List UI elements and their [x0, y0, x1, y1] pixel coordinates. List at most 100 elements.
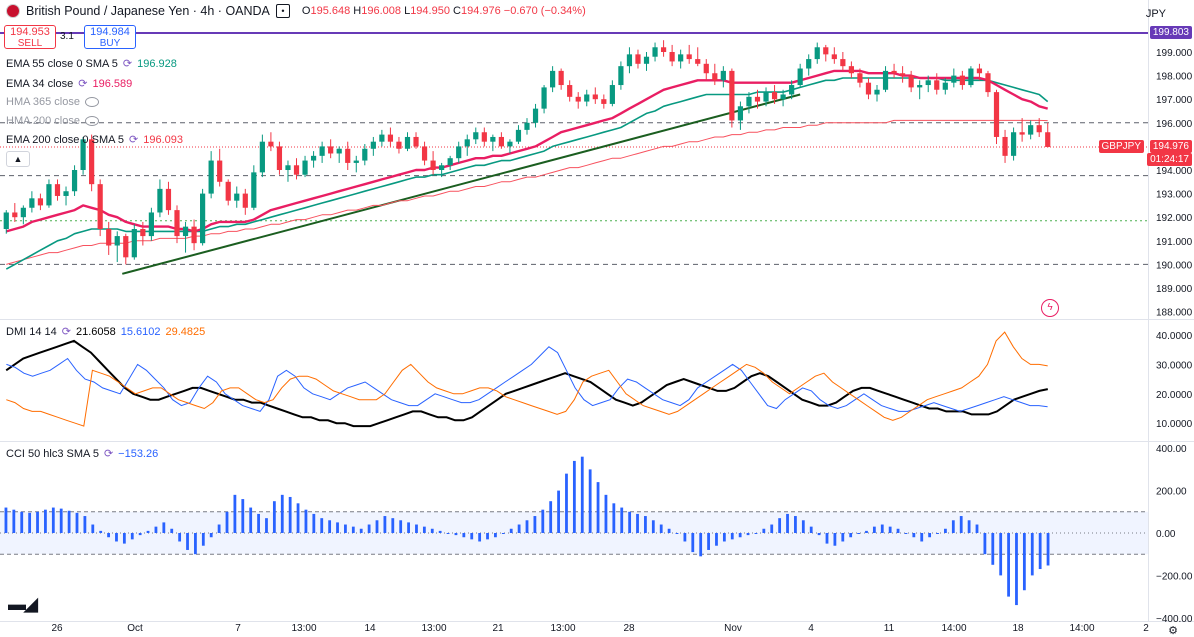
cci-bar: [620, 507, 624, 533]
cci-bar: [462, 533, 466, 538]
cci-bar: [644, 516, 647, 533]
legend-cci[interactable]: CCI 50 hlc3 SMA 5 ⟳ −153.26: [6, 447, 159, 461]
candle-body: [609, 85, 615, 104]
candle-body: [541, 87, 547, 109]
time-tick-label: 13:00: [421, 623, 446, 634]
candle-body: [567, 85, 573, 97]
legend-hma200[interactable]: HMA 200 close: [6, 115, 99, 127]
ema34-value: 196.589: [92, 77, 133, 90]
candle-body: [806, 59, 812, 69]
cci-bar: [1030, 533, 1034, 576]
cci-bar: [1022, 533, 1026, 591]
cci-bar: [241, 499, 245, 533]
cci-bar: [344, 524, 347, 533]
candle-body: [771, 92, 778, 100]
dmi-line: [5, 339, 1049, 428]
candle-body: [404, 136, 411, 149]
candle-body: [968, 68, 974, 86]
settings-icon[interactable]: ⟳: [78, 78, 88, 90]
ohlc-readout: O195.648 H196.008 L194.950 C194.976 −0.6…: [301, 5, 586, 17]
cci-bar: [359, 528, 363, 533]
cci-bar: [565, 473, 568, 533]
cci-tick-label: 200.00: [1156, 487, 1187, 498]
candle-body: [302, 160, 308, 175]
legend-ema34[interactable]: EMA 34 close ⟳ 196.589: [6, 77, 133, 91]
cci-bar: [138, 533, 142, 536]
cci-bar: [12, 509, 16, 533]
candle-body: [814, 47, 820, 60]
cci-bar: [667, 528, 671, 533]
candle-body: [686, 54, 692, 60]
candle-body: [498, 136, 504, 147]
candle-body: [515, 129, 522, 142]
candle-body: [763, 92, 769, 102]
settings-icon[interactable]: ⟳: [103, 448, 114, 460]
candle-body: [985, 73, 991, 93]
countdown-label: 01:24:17: [1147, 153, 1192, 166]
cci-tick-label: 0.00: [1156, 529, 1176, 540]
candle-body: [908, 75, 914, 88]
candle-body: [430, 160, 436, 170]
settings-icon[interactable]: ⟳: [122, 58, 133, 70]
cci-bar: [422, 526, 426, 533]
legend-ema200[interactable]: EMA 200 close 0 SMA 5 ⟳ 196.093: [6, 133, 183, 147]
eye-hidden-icon[interactable]: [84, 97, 99, 107]
candle-body: [148, 212, 154, 237]
currency-label[interactable]: JPY: [1145, 8, 1166, 20]
bell-icon[interactable]: •: [275, 4, 290, 18]
candle-body: [678, 54, 684, 62]
sell-button[interactable]: 194.953 SELL: [4, 25, 56, 49]
time-tick-label: 21: [492, 623, 504, 634]
cci-bar: [1046, 533, 1050, 566]
dmi-tick-label: 10.0000: [1156, 419, 1193, 430]
cci-bar: [786, 513, 789, 533]
candle-body: [140, 229, 146, 237]
cci-bar: [328, 520, 332, 533]
time-tick-label: 14:00: [941, 623, 966, 634]
cci-bar: [28, 512, 32, 533]
candle-body: [524, 122, 530, 130]
eye-hidden-icon[interactable]: [84, 116, 99, 126]
gear-icon[interactable]: ⚙: [1168, 625, 1178, 637]
candle-body: [3, 212, 9, 229]
cci-bar: [967, 520, 971, 533]
legend-ema55[interactable]: EMA 55 close 0 SMA 5 ⟳ 196.928: [6, 57, 177, 71]
symbol-title[interactable]: British Pound / Japanese Yen · 4h · OAND…: [26, 4, 270, 18]
cci-bar: [857, 533, 860, 534]
cci-bar: [549, 501, 553, 533]
cci-bar: [367, 524, 371, 533]
settings-icon[interactable]: ⟳: [61, 326, 71, 338]
cci-bar: [959, 516, 963, 533]
dmi-line: [6, 346, 1048, 412]
cci-bar: [178, 533, 182, 542]
symbol-header: British Pound / Japanese Yen · 4h · OAND…: [6, 4, 586, 18]
buy-button[interactable]: 194.984 BUY: [84, 25, 136, 49]
candle-body: [720, 70, 726, 81]
cci-bar: [4, 507, 8, 533]
buy-label: BUY: [99, 38, 121, 49]
cci-bar: [312, 513, 316, 533]
cci-bar: [951, 520, 955, 533]
candle-body: [310, 155, 317, 161]
ema34-line: [5, 69, 1049, 233]
candle-body: [1002, 136, 1008, 156]
cci-bar: [865, 530, 868, 533]
candle-body: [532, 108, 539, 123]
cci-bar: [833, 533, 837, 546]
cci-bar: [486, 533, 489, 540]
cci-bar: [107, 533, 110, 538]
collapse-legend-button[interactable]: ▲: [6, 151, 30, 167]
candle-body: [857, 73, 863, 83]
settings-icon[interactable]: ⟳: [129, 134, 139, 146]
cci-bar: [470, 533, 474, 540]
legend-dmi[interactable]: DMI 14 14 ⟳ 21.6058 15.6102 29.4825: [6, 325, 206, 339]
symbol-tag: GBPJPY: [1098, 140, 1144, 153]
cci-bar: [825, 533, 829, 544]
candle-body: [379, 134, 385, 142]
candle-body: [268, 141, 274, 147]
cci-bar: [399, 520, 403, 533]
legend-hma365[interactable]: HMA 365 close: [6, 96, 99, 108]
cci-tick-label: −200.00: [1156, 571, 1193, 582]
flash-icon[interactable]: ϟ: [1041, 299, 1059, 317]
